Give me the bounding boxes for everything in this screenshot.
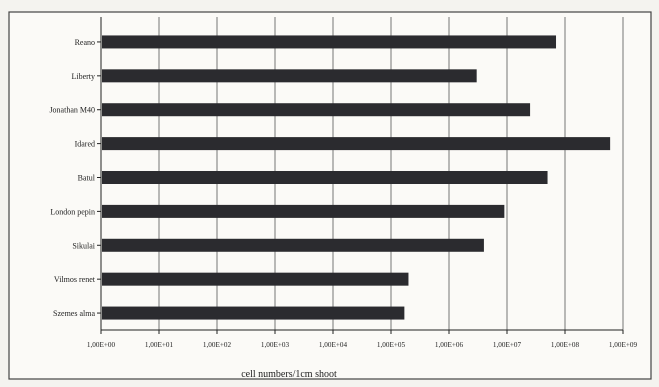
x-tick-label: 1,00E+03 (261, 341, 290, 349)
category-labels: Reano Liberty Jonathan M40 Idared Batul Londo… (49, 38, 95, 318)
bar (102, 69, 477, 83)
chart-frame (8, 11, 652, 380)
category-label: Idared (75, 140, 95, 149)
category-label: Jonathan M40 (49, 106, 95, 115)
bar (102, 35, 557, 49)
category-label: Szemes alma (53, 309, 95, 318)
axes (100, 17, 623, 331)
category-label: Batul (78, 174, 96, 183)
x-tick-label: 1,00E+09 (609, 341, 638, 349)
category-label: Vilmos renet (54, 275, 96, 284)
bar (102, 103, 531, 117)
x-tick-label: 1,00E+02 (203, 341, 232, 349)
x-axis-title: cell numbers/1cm shoot (241, 369, 337, 380)
category-label: Liberty (71, 72, 95, 81)
x-tick-label: 1,00E+08 (551, 341, 580, 349)
x-tick-label: 1,00E+04 (319, 341, 348, 349)
bar (102, 137, 611, 151)
bar (102, 272, 409, 286)
x-tick-label: 1,00E+05 (377, 341, 406, 349)
bar (102, 238, 484, 252)
x-tick-labels: 1,00E+00 1,00E+01 1,00E+02 1,00E+03 1,00E+04… (87, 341, 638, 349)
x-tick-label: 1,00E+01 (145, 341, 174, 349)
x-tick-label: 1,00E+06 (435, 341, 464, 349)
x-tick-label: 1,00E+07 (493, 341, 522, 349)
bar (102, 171, 548, 184)
bar (102, 306, 405, 320)
category-label: Reano (75, 38, 95, 47)
x-tick-label: 1,00E+00 (87, 341, 116, 349)
bars (102, 35, 611, 320)
bar (102, 204, 505, 218)
category-label: London pepin (50, 207, 95, 216)
category-label: Sikulai (72, 241, 95, 250)
